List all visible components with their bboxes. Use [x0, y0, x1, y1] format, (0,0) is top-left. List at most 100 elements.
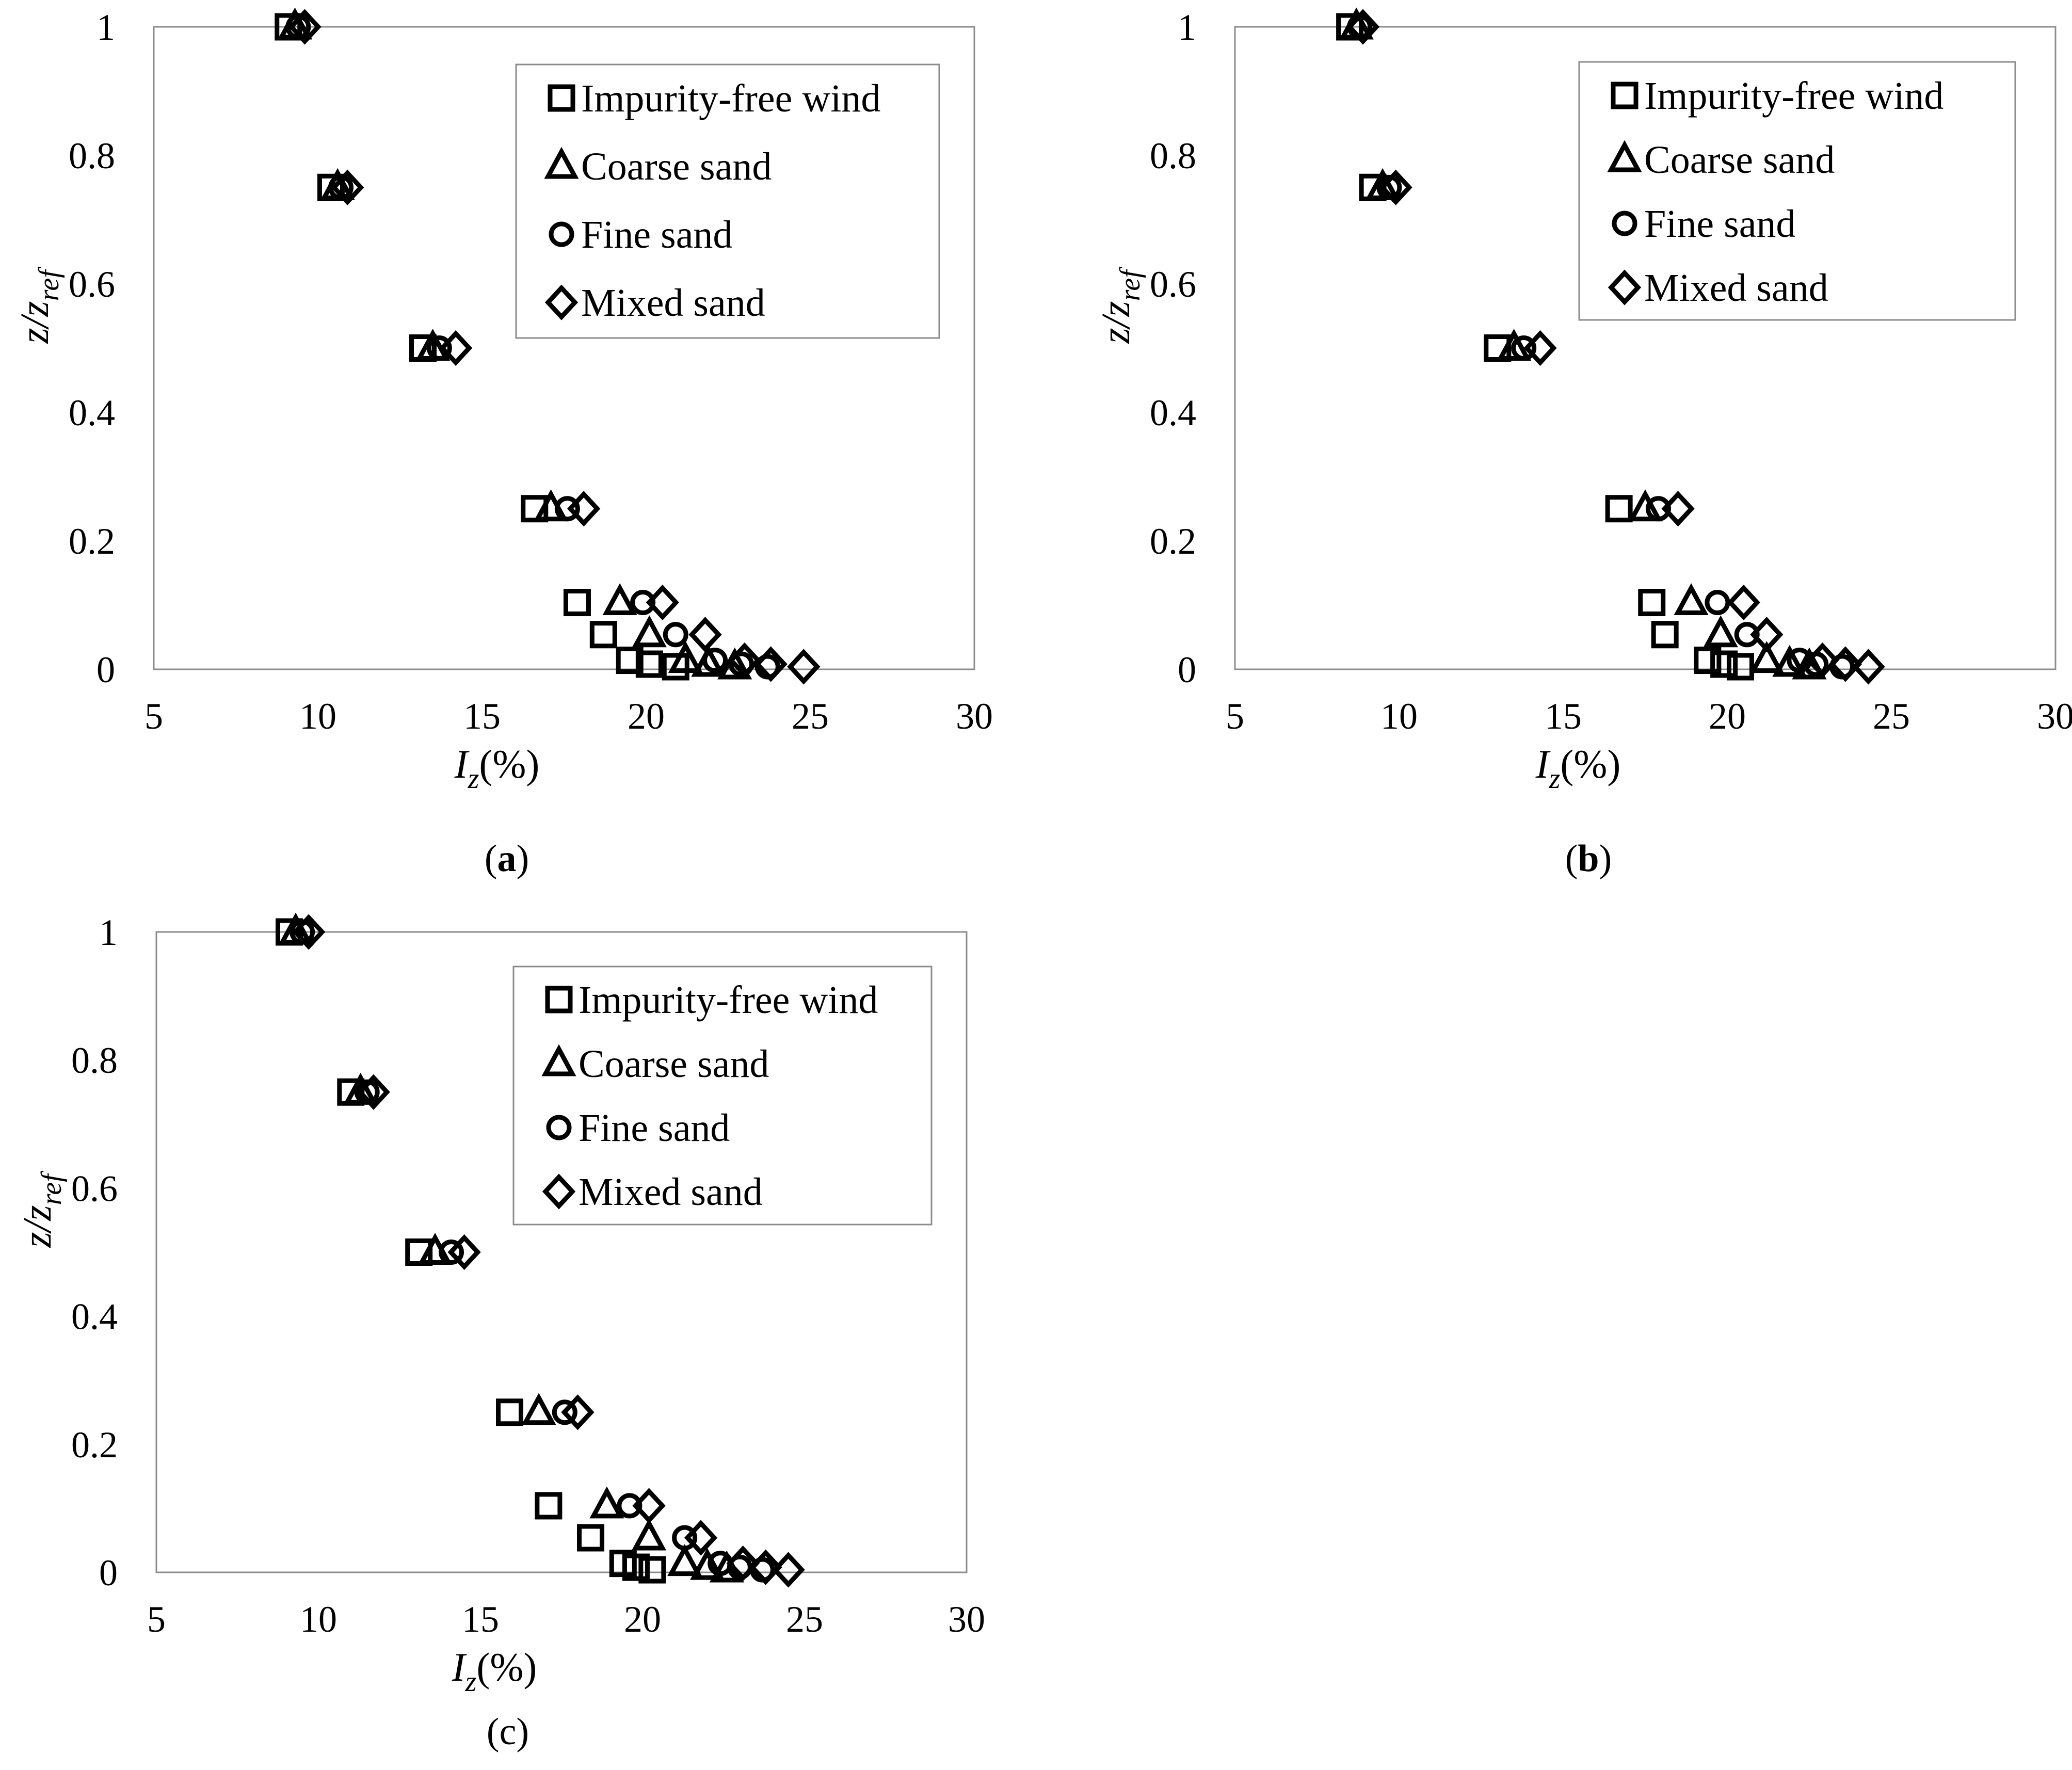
legend-label: Impurity-free wind	[581, 77, 880, 120]
data-point-square	[622, 1553, 650, 1581]
y-tick-label: 0.6	[1150, 264, 1196, 305]
data-point-triangle	[1749, 641, 1784, 673]
data-point-circle	[663, 622, 688, 648]
data-point-square	[1694, 647, 1722, 674]
legend: Impurity-free wind Coarse sand Fine sand Mi…	[512, 966, 933, 1226]
chart-panel-a: 5 10 15 20 25 30 0 0.2 0.4 0.6 0.8 1 Iz(%) z/zref Impu…	[12, 7, 993, 880]
legend-frame	[1578, 61, 2016, 321]
panel-caption: (c)	[487, 1711, 529, 1753]
y-tick-label: 1	[97, 7, 115, 48]
data-point-diamond	[1750, 617, 1784, 653]
y-tick-label: 0.8	[1150, 135, 1196, 176]
data-point-diamond	[447, 1234, 481, 1270]
legend-marker-circle	[549, 221, 574, 247]
data-point-diamond	[439, 330, 473, 366]
y-tick-label: 1	[1178, 7, 1196, 48]
y-tick-label: 0.4	[1150, 392, 1196, 433]
legend-marker-square	[1611, 82, 1639, 109]
data-point-circle	[672, 1525, 698, 1551]
y-tick-label: 0.4	[71, 1296, 118, 1338]
data-point-diamond	[331, 169, 364, 205]
panel-caption: (a)	[485, 838, 529, 880]
data-point-circle	[552, 1399, 577, 1425]
legend-label: Impurity-free wind	[1644, 74, 1943, 118]
x-tick-label: 30	[2037, 696, 2072, 737]
legend-marker-square	[548, 84, 575, 112]
data-point-triangle	[1772, 645, 1807, 677]
y-axis-title: z/zref	[12, 266, 65, 344]
data-point-triangle	[690, 1548, 725, 1580]
data-point-diamond	[646, 584, 679, 621]
x-tick-label: 25	[1873, 696, 1910, 737]
data-point-triangle	[602, 583, 637, 616]
data-point-diamond	[292, 914, 326, 950]
data-point-diamond	[1346, 9, 1380, 45]
legend-label: Coarse sand	[581, 145, 772, 188]
data-point-diamond	[1806, 642, 1839, 679]
y-tick-label: 0.2	[71, 1424, 118, 1466]
data-point-diamond	[567, 491, 601, 527]
chart-panel-c: 5 10 15 20 25 30 0 0.2 0.4 0.6 0.8 1 Iz(%) z/zref Impu…	[14, 912, 985, 1753]
data-point-diamond	[688, 617, 722, 653]
x-tick-label: 10	[300, 1599, 337, 1640]
legend-label: Fine sand	[581, 213, 732, 256]
x-tick-label: 25	[786, 1599, 823, 1640]
x-tick-label: 20	[624, 1599, 661, 1640]
y-tick-label: 0	[1178, 649, 1196, 690]
x-tick-label: 25	[792, 696, 829, 737]
data-point-square	[616, 647, 644, 674]
data-point-circle	[426, 335, 452, 361]
data-point-square	[589, 621, 617, 649]
x-tick-label: 20	[1709, 696, 1746, 737]
x-tick-label: 15	[463, 696, 501, 737]
data-point-circle	[702, 648, 728, 673]
data-point-triangle	[667, 1544, 702, 1576]
data-point-diamond	[754, 646, 788, 682]
x-tick-label: 5	[1226, 696, 1244, 737]
legend-label: Impurity-free wind	[579, 978, 878, 1022]
data-point-triangle	[1497, 329, 1532, 361]
legend: Impurity-free wind Coarse sand Fine sand Mi…	[1578, 61, 2016, 321]
x-tick-label: 5	[144, 696, 163, 737]
legend-label: Fine sand	[1644, 202, 1795, 246]
y-axis-title: z/zref	[1093, 266, 1146, 344]
plot-frame	[1234, 26, 2057, 670]
data-point-triangle	[1628, 489, 1663, 522]
legend-marker-circle	[1612, 211, 1637, 236]
data-point-square	[1638, 589, 1666, 617]
legend-marker-triangle	[541, 1044, 576, 1076]
data-point-triangle	[1703, 615, 1738, 648]
data-point-diamond	[1727, 584, 1760, 621]
data-point-square	[1710, 650, 1738, 678]
data-point-diamond	[632, 1488, 666, 1524]
data-point-diamond	[749, 1549, 782, 1585]
data-point-square	[496, 1398, 524, 1426]
y-tick-label: 0	[99, 1552, 118, 1594]
data-point-triangle	[521, 1393, 556, 1425]
legend-label: Coarse sand	[579, 1042, 769, 1086]
data-point-triangle	[717, 647, 752, 680]
legend-marker-circle	[546, 1115, 572, 1140]
plot-frame	[155, 931, 968, 1573]
x-tick-label: 15	[462, 1599, 499, 1640]
y-tick-label: 0.8	[69, 135, 115, 176]
panel-caption: (b)	[1565, 838, 1612, 880]
data-point-square	[563, 589, 591, 617]
legend-label: Mixed sand	[581, 281, 765, 325]
data-point-diamond	[1852, 649, 1885, 685]
data-point-diamond	[357, 1074, 390, 1110]
legend: Impurity-free wind Coarse sand Fine sand Mi…	[515, 63, 940, 339]
x-axis-title: Iz(%)	[1535, 742, 1621, 795]
data-point-square	[577, 1524, 605, 1552]
y-tick-label: 0	[97, 649, 115, 690]
y-axis-title: z/zref	[14, 1170, 68, 1248]
y-tick-label: 0.6	[71, 1168, 118, 1209]
data-point-square	[1726, 653, 1754, 681]
y-tick-label: 0.2	[1150, 521, 1196, 562]
data-point-triangle	[691, 645, 726, 677]
data-point-square	[1605, 495, 1633, 523]
data-point-diamond	[1661, 491, 1695, 527]
data-point-circle	[1645, 496, 1671, 522]
legend-marker-diamond	[544, 284, 579, 320]
